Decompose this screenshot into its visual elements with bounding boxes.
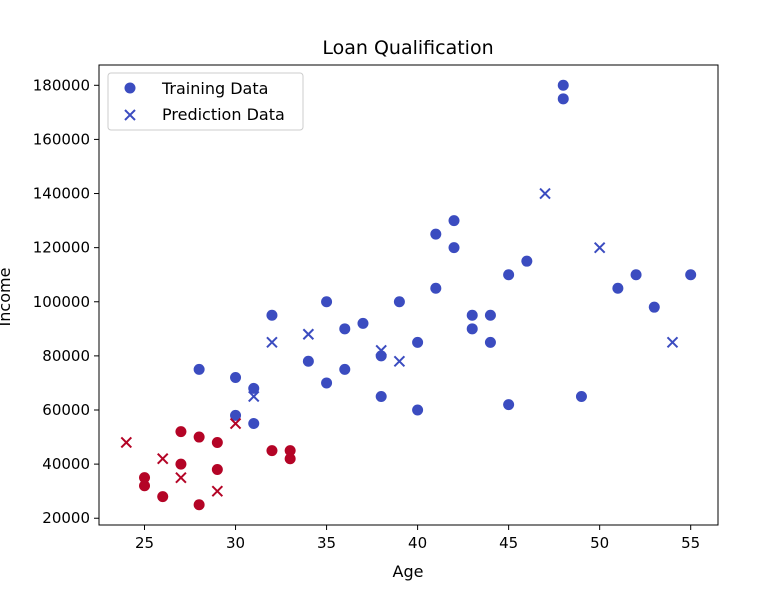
training-data-point	[466, 323, 478, 335]
training-data-point	[302, 355, 314, 367]
legend: Training Data Prediction Data	[107, 72, 304, 131]
training-data-point	[193, 431, 205, 443]
legend-marker-prediction-data	[124, 109, 136, 121]
x-tick-label: 50	[590, 534, 609, 552]
training-data-point	[321, 296, 333, 308]
training-data-point	[230, 409, 242, 421]
x-axis-label: Age	[393, 562, 424, 581]
training-data-point	[211, 464, 223, 476]
x-axis-ticks: 25 30 35 40 45 50 55	[135, 525, 700, 552]
training-data-point	[648, 301, 660, 313]
training-data-point	[557, 79, 569, 91]
training-data-point	[557, 93, 569, 105]
training-data-point	[175, 458, 187, 470]
prediction-data-point	[266, 336, 278, 349]
plot-frame	[98, 64, 719, 526]
prediction-data-point	[175, 471, 187, 484]
prediction-data-point	[666, 336, 679, 349]
y-axis-label: Income	[0, 268, 14, 327]
training-data-point	[248, 418, 260, 430]
training-data-point	[412, 336, 424, 348]
training-data-point	[339, 323, 351, 335]
data-markers	[120, 79, 697, 511]
y-tick-label: 120000	[33, 239, 90, 257]
training-data-point	[503, 269, 515, 281]
training-data-point	[175, 426, 187, 438]
prediction-data-point	[539, 187, 551, 200]
y-tick-label: 40000	[42, 455, 90, 473]
training-data-point	[157, 491, 169, 503]
training-data-point	[393, 296, 405, 308]
training-data-point	[266, 309, 278, 321]
y-tick-label: 160000	[33, 130, 90, 148]
prediction-data-point	[248, 390, 260, 403]
training-data-point	[484, 309, 496, 321]
training-data-point	[193, 363, 205, 375]
training-data-point	[139, 472, 151, 484]
prediction-data-point	[229, 417, 242, 430]
x-tick-label: 55	[681, 534, 700, 552]
training-data-point	[630, 269, 642, 281]
legend-marker-training-data	[124, 82, 136, 94]
y-axis-ticks: 20000 40000 60000 80000 100000 120000 140000 16…	[33, 76, 99, 527]
prediction-data-point	[393, 355, 406, 368]
training-data-point	[448, 215, 460, 227]
prediction-data-point	[211, 485, 224, 497]
prediction-data-point	[157, 452, 169, 465]
x-tick-label: 40	[408, 534, 427, 552]
x-tick-label: 35	[317, 534, 336, 552]
prediction-data-point	[375, 344, 387, 357]
legend-label-prediction-data: Prediction Data	[162, 105, 285, 124]
training-data-point	[412, 404, 424, 416]
legend-box	[107, 72, 304, 131]
training-data-point	[284, 445, 296, 457]
training-data-point	[430, 228, 442, 240]
y-tick-label: 140000	[33, 185, 90, 203]
training-data-point	[284, 453, 296, 465]
training-data-point	[430, 282, 442, 294]
training-data-point	[521, 255, 533, 267]
training-data-point	[139, 480, 151, 492]
training-data-point	[466, 309, 478, 321]
prediction-data-point	[120, 436, 133, 449]
training-data-point	[266, 445, 278, 457]
training-data-point	[230, 372, 242, 384]
training-data-point	[484, 336, 496, 348]
y-tick-label: 60000	[42, 401, 90, 419]
training-data-point	[375, 390, 387, 402]
training-data-point	[357, 317, 369, 329]
training-data-point	[339, 363, 351, 375]
training-data-point	[321, 377, 333, 389]
x-tick-label: 30	[226, 534, 245, 552]
training-data-point	[612, 282, 624, 294]
y-tick-label: 180000	[33, 76, 90, 94]
training-data-point	[211, 436, 223, 448]
training-data-point	[248, 382, 260, 394]
y-tick-label: 80000	[42, 347, 90, 365]
prediction-data-point	[593, 241, 606, 254]
prediction-data-point	[302, 328, 315, 340]
training-data-point	[503, 399, 515, 411]
training-data-point	[193, 499, 205, 511]
legend-label-training-data: Training Data	[161, 79, 268, 98]
training-data-point	[575, 390, 587, 402]
training-data-point	[685, 269, 697, 281]
y-tick-label: 20000	[42, 509, 90, 527]
training-data-point	[448, 242, 460, 254]
x-tick-label: 25	[135, 534, 154, 552]
y-tick-label: 100000	[33, 293, 90, 311]
x-tick-label: 45	[499, 534, 518, 552]
chart-title: Loan Qualification	[322, 37, 493, 59]
training-data-point	[375, 350, 387, 362]
